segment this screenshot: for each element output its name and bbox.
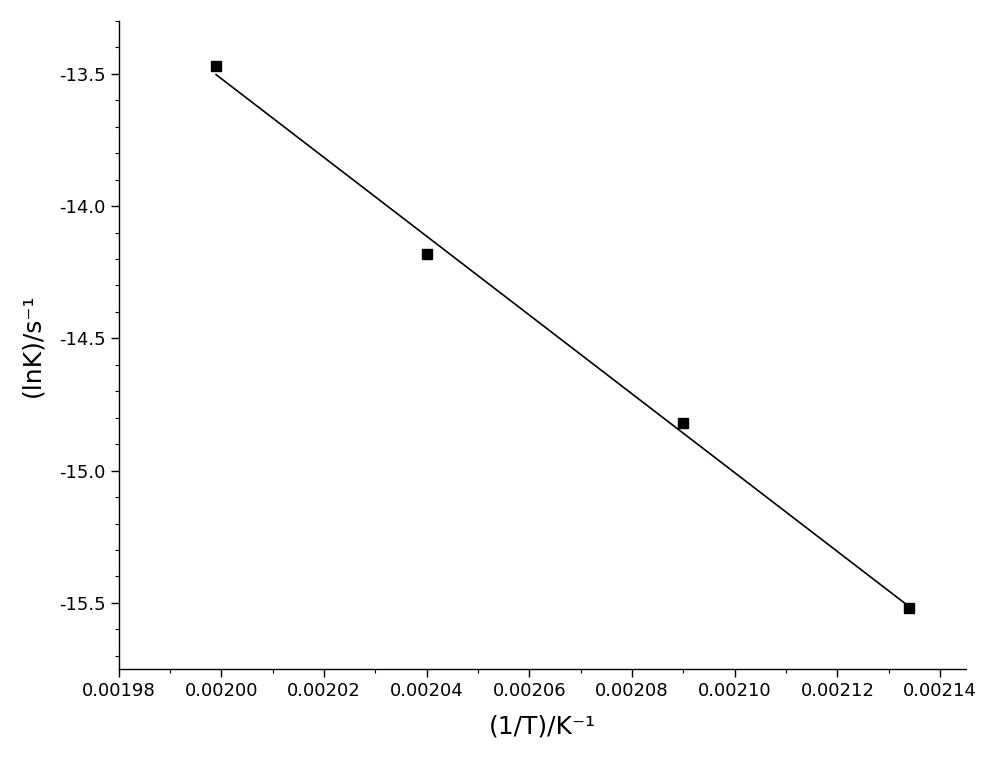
X-axis label: (1/T)/K⁻¹: (1/T)/K⁻¹ xyxy=(489,714,596,739)
Y-axis label: (lnK)/s⁻¹: (lnK)/s⁻¹ xyxy=(21,293,45,397)
